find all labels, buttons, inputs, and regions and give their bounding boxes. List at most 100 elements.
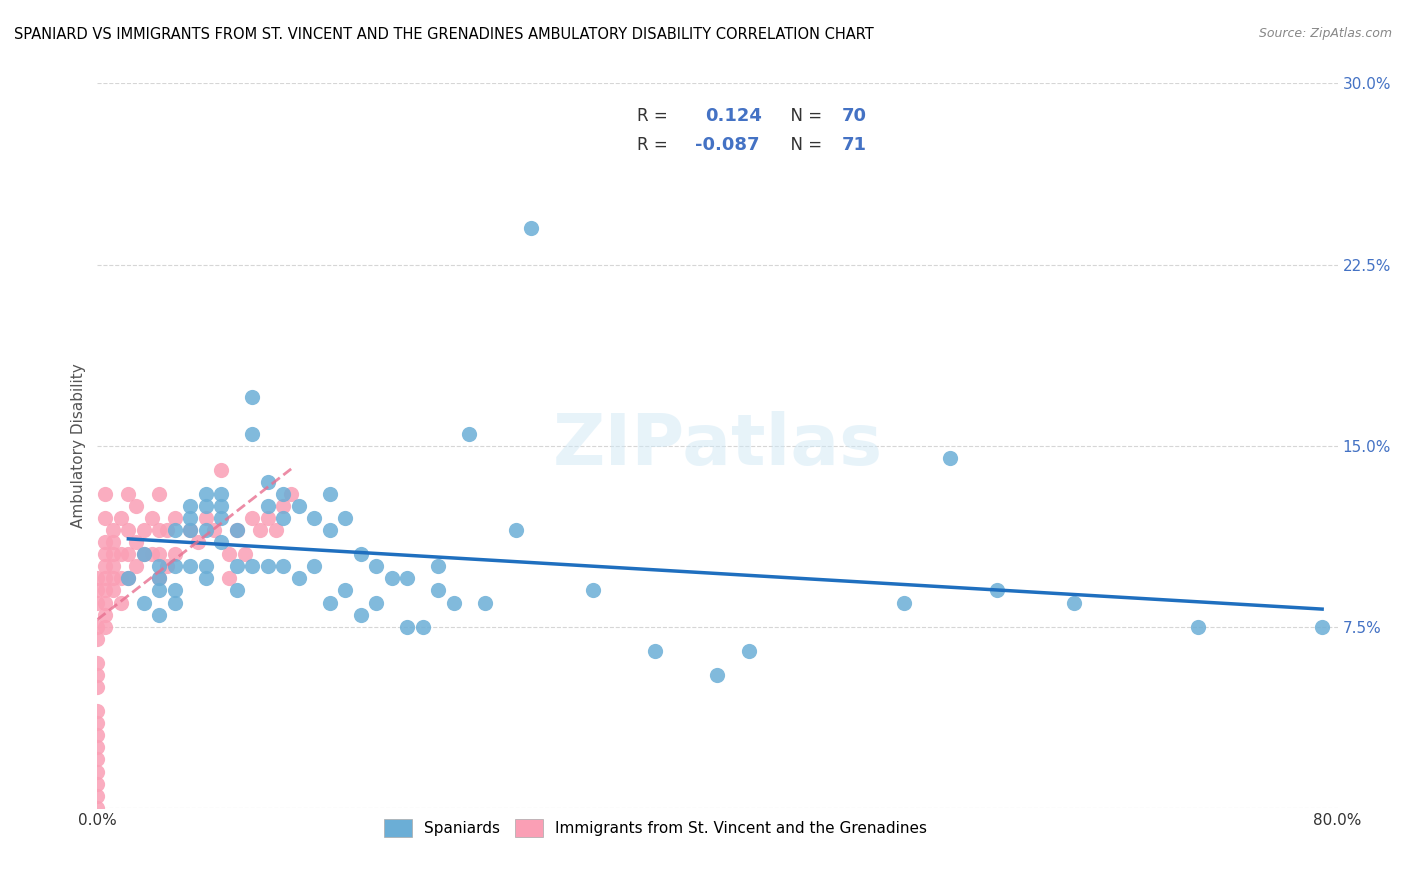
Point [335, 511, 357, 525]
Point [202, 523, 225, 537]
Point [350, 607, 373, 622]
Text: -0.087: -0.087 [695, 136, 759, 154]
Point [156, 559, 179, 574]
Point [179, 523, 201, 537]
Point [141, 511, 163, 525]
Point [474, 595, 496, 609]
Point [94, 547, 117, 561]
Text: Source: ZipAtlas.com: Source: ZipAtlas.com [1258, 27, 1392, 40]
Point [132, 547, 155, 561]
Point [101, 583, 124, 598]
Point [86, 595, 108, 609]
Point [163, 559, 186, 574]
Point [273, 559, 295, 574]
Point [249, 523, 271, 537]
Point [117, 523, 139, 537]
Point [194, 511, 217, 525]
Point [458, 426, 481, 441]
Point [350, 547, 373, 561]
Text: 0.124: 0.124 [704, 107, 762, 125]
Point [273, 511, 295, 525]
Point [233, 547, 256, 561]
Point [86, 571, 108, 585]
Point [225, 523, 247, 537]
Legend: Spaniards, Immigrants from St. Vincent and the Grenadines: Spaniards, Immigrants from St. Vincent a… [378, 813, 934, 844]
Point [939, 450, 962, 465]
Point [288, 499, 311, 513]
Point [94, 487, 117, 501]
Text: R =: R = [637, 107, 678, 125]
Point [94, 535, 117, 549]
Point [101, 535, 124, 549]
Point [242, 559, 264, 574]
Point [110, 595, 132, 609]
Point [86, 583, 108, 598]
Point [706, 668, 728, 682]
Y-axis label: Ambulatory Disability: Ambulatory Disability [72, 363, 86, 528]
Point [110, 511, 132, 525]
Point [163, 523, 186, 537]
Point [94, 583, 117, 598]
Point [110, 571, 132, 585]
Point [163, 583, 186, 598]
Point [242, 426, 264, 441]
Point [335, 583, 357, 598]
Point [148, 607, 170, 622]
Point [288, 571, 311, 585]
Point [396, 571, 419, 585]
Point [225, 583, 247, 598]
Point [179, 499, 201, 513]
Point [242, 390, 264, 404]
Point [132, 547, 155, 561]
Point [125, 535, 148, 549]
Point [86, 620, 108, 634]
Point [257, 511, 280, 525]
Point [209, 463, 232, 477]
Point [242, 511, 264, 525]
Point [148, 523, 170, 537]
Point [257, 475, 280, 489]
Point [101, 547, 124, 561]
Point [412, 620, 434, 634]
Point [94, 559, 117, 574]
Point [1310, 620, 1333, 634]
Point [163, 511, 186, 525]
Point [893, 595, 915, 609]
Point [117, 571, 139, 585]
Point [86, 776, 108, 790]
Point [125, 559, 148, 574]
Point [125, 499, 148, 513]
Point [86, 704, 108, 718]
Text: R =: R = [637, 136, 673, 154]
Point [505, 523, 527, 537]
Point [209, 535, 232, 549]
Point [94, 571, 117, 585]
Point [194, 499, 217, 513]
Point [86, 656, 108, 670]
Point [117, 547, 139, 561]
Point [101, 571, 124, 585]
Point [179, 511, 201, 525]
Point [117, 487, 139, 501]
Point [141, 547, 163, 561]
Point [94, 620, 117, 634]
Point [319, 595, 342, 609]
Point [148, 571, 170, 585]
Point [148, 583, 170, 598]
Point [443, 595, 465, 609]
Point [101, 523, 124, 537]
Point [132, 523, 155, 537]
Point [101, 559, 124, 574]
Point [1187, 620, 1209, 634]
Point [179, 559, 201, 574]
Point [209, 487, 232, 501]
Point [273, 499, 295, 513]
Point [86, 752, 108, 766]
Point [194, 559, 217, 574]
Point [163, 595, 186, 609]
Point [737, 644, 759, 658]
Text: ZIPatlas: ZIPatlas [553, 411, 883, 480]
Point [381, 571, 404, 585]
Point [86, 728, 108, 742]
Point [1063, 595, 1085, 609]
